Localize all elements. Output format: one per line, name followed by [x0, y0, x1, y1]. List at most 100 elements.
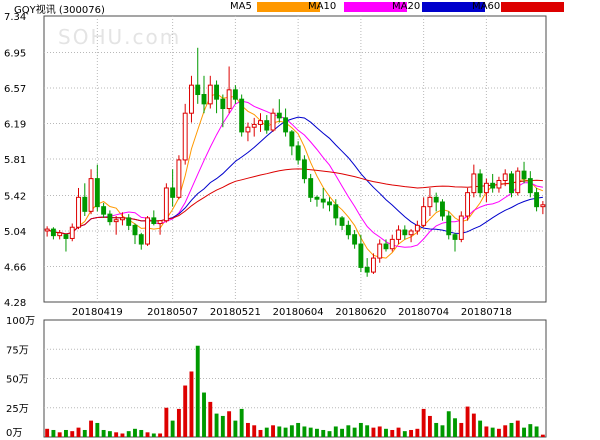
volume-bar	[239, 408, 244, 437]
volume-panel-frame	[43, 319, 547, 438]
candle-body	[408, 230, 414, 236]
price-panel-frame	[43, 15, 547, 303]
volume-bar	[214, 413, 219, 437]
volume-bar	[478, 420, 483, 437]
volume-bar	[45, 428, 50, 437]
price-tick-label: 6.57	[4, 84, 26, 95]
volume-bar	[446, 411, 451, 437]
volume-bar	[151, 433, 156, 437]
volume-bar	[51, 429, 56, 437]
volume-bar	[145, 432, 150, 437]
price-tick-label: 4.66	[4, 262, 26, 273]
candle-body	[490, 182, 496, 189]
candle-body	[126, 217, 132, 226]
candle-body	[119, 217, 125, 221]
candle-body	[63, 234, 69, 239]
candle-body	[314, 196, 320, 200]
legend-label-ma10: MA10	[308, 1, 337, 12]
volume-tick-label: 75万	[6, 345, 29, 356]
candle-body	[339, 217, 345, 226]
volume-bar	[101, 429, 106, 437]
volume-bar	[509, 422, 514, 437]
candle-body	[345, 224, 351, 236]
candle-body	[283, 117, 289, 133]
candle-body	[88, 178, 94, 212]
candle-body	[521, 170, 527, 180]
candle-body	[295, 145, 301, 161]
volume-tick-label: 25万	[6, 404, 29, 415]
candle-body	[264, 120, 270, 131]
volume-bar	[503, 425, 508, 437]
candle-body	[301, 159, 307, 180]
candle-body	[471, 173, 477, 194]
date-tick-label: 20180718	[461, 307, 512, 318]
volume-bar	[434, 422, 439, 437]
date-tick-label: 20180620	[335, 307, 386, 318]
volume-bar	[170, 420, 175, 437]
volume-bar	[82, 429, 87, 437]
volume-bar	[277, 426, 282, 437]
candle-body	[465, 192, 471, 217]
candle-body	[251, 123, 257, 128]
volume-bar	[377, 426, 382, 437]
volume-bar	[296, 422, 301, 437]
legend-swatch-ma60	[501, 2, 564, 12]
volume-bar	[302, 426, 307, 437]
candle-body	[333, 204, 339, 219]
candle-body	[138, 234, 144, 245]
price-tick-label: 5.04	[4, 227, 26, 238]
candle-body	[364, 266, 370, 273]
volume-bar	[459, 422, 464, 437]
candle-body	[509, 173, 514, 194]
legend-label-ma60: MA60	[472, 1, 501, 12]
candle-body	[370, 257, 376, 273]
volume-bar	[384, 428, 388, 437]
candle-body	[163, 187, 169, 222]
candle-body	[502, 173, 508, 181]
volume-bar	[327, 431, 332, 437]
candle-body	[182, 112, 188, 161]
volume-bars	[45, 345, 545, 437]
volume-bar	[409, 429, 414, 437]
price-tick-label: 5.42	[4, 191, 26, 202]
volume-bar	[89, 420, 94, 437]
volume-bar	[371, 427, 376, 437]
candle-body	[440, 201, 445, 217]
volume-bar	[465, 406, 470, 437]
price-tick-label: 7.34	[4, 12, 26, 23]
legend-swatch-ma20	[422, 2, 485, 12]
candle-body	[383, 243, 389, 250]
volume-bar	[245, 422, 250, 437]
candle-body	[377, 243, 383, 259]
candle-body	[69, 226, 75, 239]
candle-body	[226, 89, 232, 110]
volume-bar	[346, 425, 351, 437]
candle-body	[358, 243, 364, 268]
volume-bar	[176, 408, 181, 437]
volume-bar	[95, 422, 100, 437]
candle-body	[245, 126, 251, 133]
volume-bar	[158, 433, 163, 437]
volume-bar	[195, 345, 200, 437]
candle-body	[483, 182, 489, 194]
volume-bar	[202, 392, 206, 437]
candle-body	[214, 84, 220, 100]
candle-body	[427, 196, 433, 208]
candle-body	[189, 84, 194, 114]
candle-body	[76, 196, 81, 228]
volume-bar	[496, 428, 501, 437]
legend-label-ma20: MA20	[392, 1, 421, 12]
candle-body	[458, 215, 464, 240]
volume-axis: 100万 75万 50万 25万 0万	[6, 316, 35, 439]
candle-body	[82, 196, 88, 212]
volume-bar	[528, 424, 533, 437]
volume-bar	[358, 422, 363, 437]
candle-body	[534, 192, 540, 208]
candle-body	[113, 219, 119, 223]
volume-bar	[264, 427, 269, 437]
volume-tick-label: 0万	[6, 428, 22, 439]
candle-body	[477, 173, 483, 194]
candle-body	[270, 112, 276, 131]
volume-bar	[484, 426, 489, 437]
price-axis: 7.34 6.95 6.57 6.19 5.81 5.42 5.04 4.66 4.28	[4, 12, 26, 309]
